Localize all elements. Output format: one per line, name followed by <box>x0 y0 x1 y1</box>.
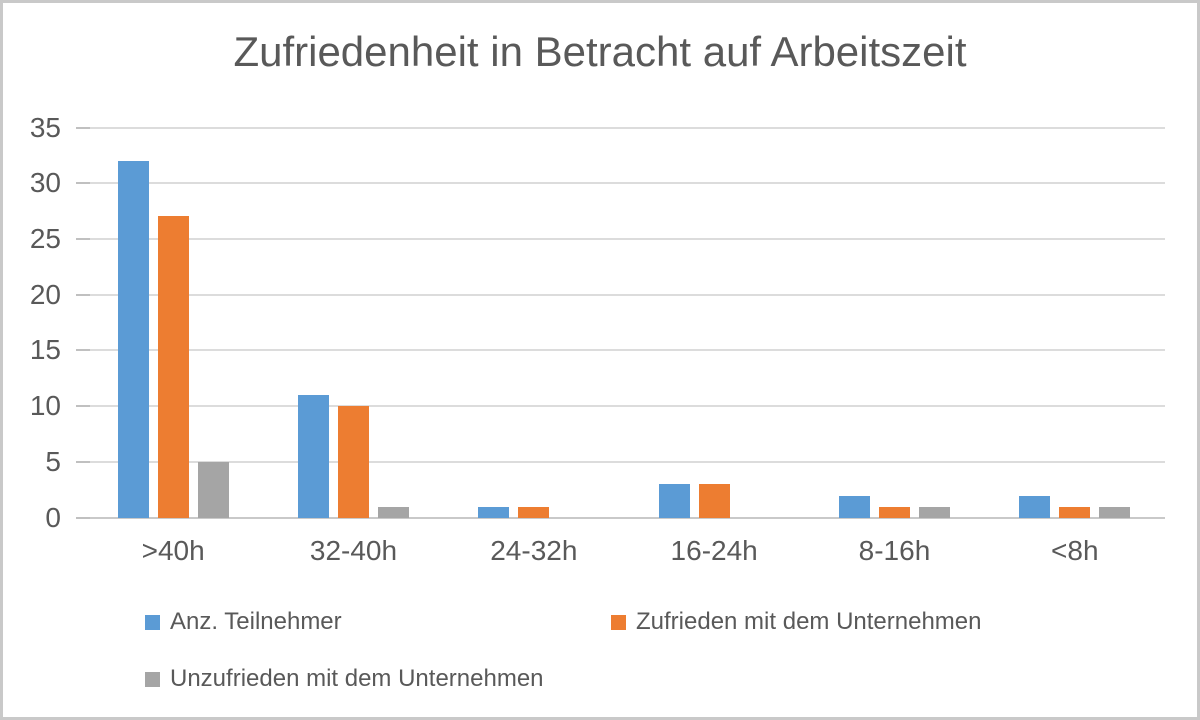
legend-label-zufrieden-mit-dem-unternehmen: Zufrieden mit dem Unternehmen <box>636 608 982 635</box>
bar-zufrieden-mit-dem-unternehmen-16-24h <box>698 484 730 518</box>
legend-row: Unzufrieden mit dem Unternehmen <box>145 663 982 695</box>
y-tick-mark-20 <box>76 294 90 296</box>
bar-group-16-24h <box>624 127 804 518</box>
y-tick-mark-25 <box>76 238 90 240</box>
bar-anz-teilnehmer-24-32h <box>478 507 510 518</box>
bar-anz-teilnehmer-40h <box>117 161 149 518</box>
legend-row: Anz. Teilnehmer Zufrieden mit dem Unterne… <box>145 606 982 638</box>
y-tick-mark-5 <box>76 461 90 463</box>
gridline-25 <box>83 238 1165 240</box>
y-tick-mark-0 <box>76 517 90 519</box>
y-axis-label-30: 30 <box>29 167 61 198</box>
y-axis-label-35: 35 <box>29 112 61 143</box>
bar-zufrieden-mit-dem-unternehmen-24-32h <box>518 507 550 518</box>
y-axis-label-15: 15 <box>29 334 61 365</box>
y-axis-label-20: 20 <box>29 279 61 310</box>
bar-anz-teilnehmer-32-40h <box>297 395 329 518</box>
x-axis-label-16-24h: 16-24h <box>670 535 758 566</box>
x-axis-label-40h: >40h <box>141 535 205 566</box>
gridline-5 <box>83 461 1165 463</box>
legend-swatch-unzufrieden-mit-dem-unternehmen <box>145 671 160 687</box>
bar-groups <box>83 127 1165 518</box>
x-axis-label-32-40h: 32-40h <box>309 535 398 566</box>
x-axis-line <box>83 517 1165 519</box>
bar-zufrieden-mit-dem-unternehmen-8-16h <box>878 507 910 518</box>
legend-swatch-anz-teilnehmer <box>145 614 160 630</box>
y-axis-label-0: 0 <box>45 502 61 533</box>
bar-group-32-40h <box>263 127 443 518</box>
legend-item-unzufrieden-mit-dem-unternehmen: Unzufrieden mit dem Unternehmen <box>145 665 544 693</box>
gridline-20 <box>83 294 1165 296</box>
gridline-15 <box>83 349 1165 351</box>
bar-group-8h <box>985 127 1165 518</box>
bar-group-8-16h <box>804 127 984 518</box>
gridline-30 <box>83 182 1165 184</box>
legend-item-anz-teilnehmer: Anz. Teilnehmer <box>145 608 611 636</box>
legend-item-zufrieden-mit-dem-unternehmen: Zufrieden mit dem Unternehmen <box>611 608 982 636</box>
y-tick-mark-35 <box>76 127 90 129</box>
y-axis-label-25: 25 <box>29 223 61 254</box>
bar-anz-teilnehmer-8h <box>1019 496 1051 518</box>
y-tick-mark-30 <box>76 182 90 184</box>
bar-anz-teilnehmer-16-24h <box>658 484 690 518</box>
legend-swatch-zufrieden-mit-dem-unternehmen <box>611 614 626 630</box>
bar-zufrieden-mit-dem-unternehmen-8h <box>1059 507 1091 518</box>
legend-label-unzufrieden-mit-dem-unternehmen: Unzufrieden mit dem Unternehmen <box>170 665 544 692</box>
bar-group-40h <box>83 127 263 518</box>
bar-unzufrieden-mit-dem-unternehmen-40h <box>197 462 229 518</box>
y-axis-label-10: 10 <box>29 390 61 421</box>
gridline-35 <box>83 127 1165 129</box>
bar-unzufrieden-mit-dem-unternehmen-8-16h <box>918 507 950 518</box>
x-axis-label-24-32h: 24-32h <box>490 535 578 566</box>
x-axis-label-8-16h: 8-16h <box>858 535 931 566</box>
legend-label-anz-teilnehmer: Anz. Teilnehmer <box>170 608 342 635</box>
bar-anz-teilnehmer-8-16h <box>838 496 870 518</box>
bar-group-24-32h <box>444 127 624 518</box>
legend: Anz. Teilnehmer Zufrieden mit dem Unterne… <box>145 606 982 717</box>
bar-unzufrieden-mit-dem-unternehmen-8h <box>1099 507 1131 518</box>
y-tick-mark-15 <box>76 349 90 351</box>
plot-area <box>76 127 1165 519</box>
x-axis-label-8h: <8h <box>1051 535 1099 566</box>
y-axis-label-5: 5 <box>45 446 61 477</box>
gridline-10 <box>83 405 1165 407</box>
bar-unzufrieden-mit-dem-unternehmen-32-40h <box>377 507 409 518</box>
x-axis: >40h 32-40h 24-32h 16-24h 8-16h <8h <box>83 535 1165 567</box>
bar-zufrieden-mit-dem-unternehmen-40h <box>157 216 189 518</box>
y-tick-mark-10 <box>76 405 90 407</box>
bar-zufrieden-mit-dem-unternehmen-32-40h <box>337 406 369 518</box>
chart-title: Zufriedenheit in Betracht auf Arbeitszei… <box>233 28 967 75</box>
